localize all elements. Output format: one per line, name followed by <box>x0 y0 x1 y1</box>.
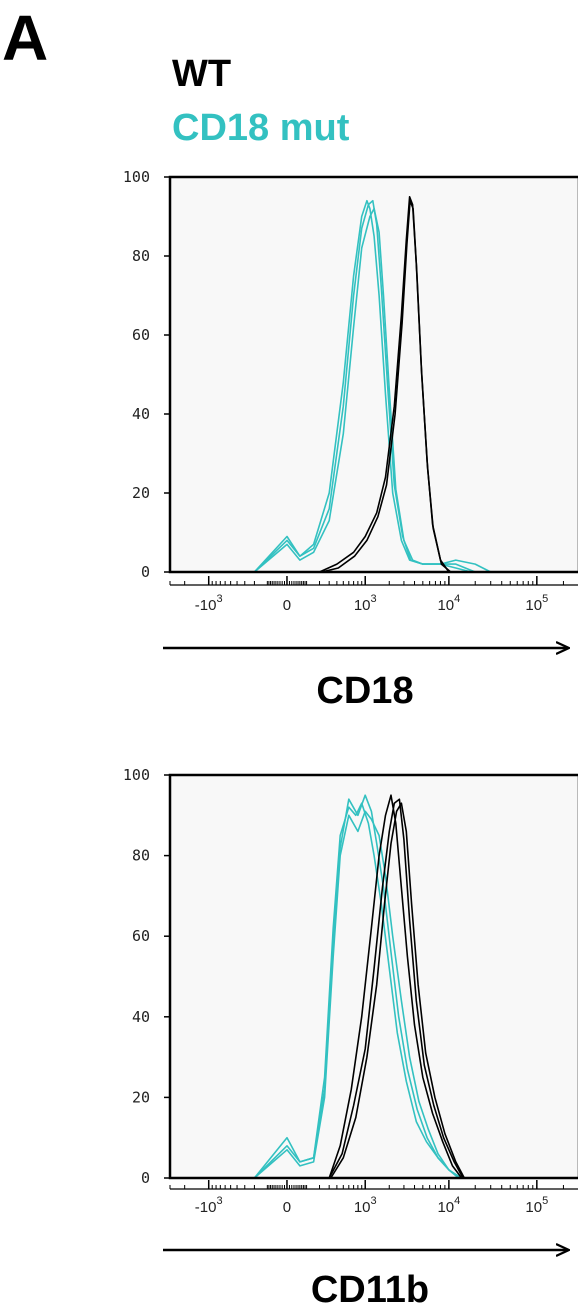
plot-frame <box>168 175 578 574</box>
x-tick-label: 0 <box>283 1199 291 1216</box>
x-tick-label: 0 <box>283 597 291 614</box>
series-line-wt-5 <box>321 199 452 573</box>
x-tick-label: -103 <box>195 1195 223 1216</box>
y-tick-label: 60 <box>132 927 150 945</box>
cd11b-histogram-chart: 0 20 40 60 80 100 -103 0 103 104 105 CD11b <box>123 766 578 1309</box>
x-tick-label: 103 <box>354 593 377 614</box>
x-axis-title: CD18 <box>316 670 413 712</box>
legend-mut-label: CD18 mut <box>172 107 350 149</box>
y-tick-label: 40 <box>132 405 150 423</box>
y-tick-label: 60 <box>132 326 150 344</box>
y-tick-label: 0 <box>141 563 150 581</box>
cd18-histogram-chart: 0 20 40 60 80 100 -103 0 103 104 105 CD18 <box>123 168 578 712</box>
series-line-mut-3 <box>253 810 463 1179</box>
y-tick-label: 0 <box>141 1169 150 1187</box>
plot-frame <box>168 773 578 1180</box>
x-axis-title: CD11b <box>311 1269 429 1309</box>
y-tick-label: 80 <box>132 847 150 865</box>
series-line-mut-2 <box>253 794 460 1179</box>
y-tick-label: 40 <box>132 1008 150 1026</box>
series-line-wt-5 <box>328 798 464 1179</box>
x-tick-label: -103 <box>195 593 223 614</box>
series-line-wt-6 <box>330 802 466 1179</box>
y-tick-label: 80 <box>132 247 150 265</box>
x-tick-label: 105 <box>525 593 548 614</box>
x-tick-label: 104 <box>437 593 460 614</box>
y-tick-label: 20 <box>132 484 150 502</box>
x-tick-label: 103 <box>354 1195 377 1216</box>
series-line-mut-3 <box>253 207 472 573</box>
legend-wt-label: WT <box>172 53 231 95</box>
series-line-wt-4 <box>328 794 463 1179</box>
panel-label: A <box>2 2 48 74</box>
y-tick-label: 100 <box>123 766 150 784</box>
x-tick-label: 105 <box>525 1195 548 1216</box>
y-tick-label: 100 <box>123 168 150 186</box>
y-tick-label: 20 <box>132 1088 150 1106</box>
x-tick-label: 104 <box>437 1195 460 1216</box>
